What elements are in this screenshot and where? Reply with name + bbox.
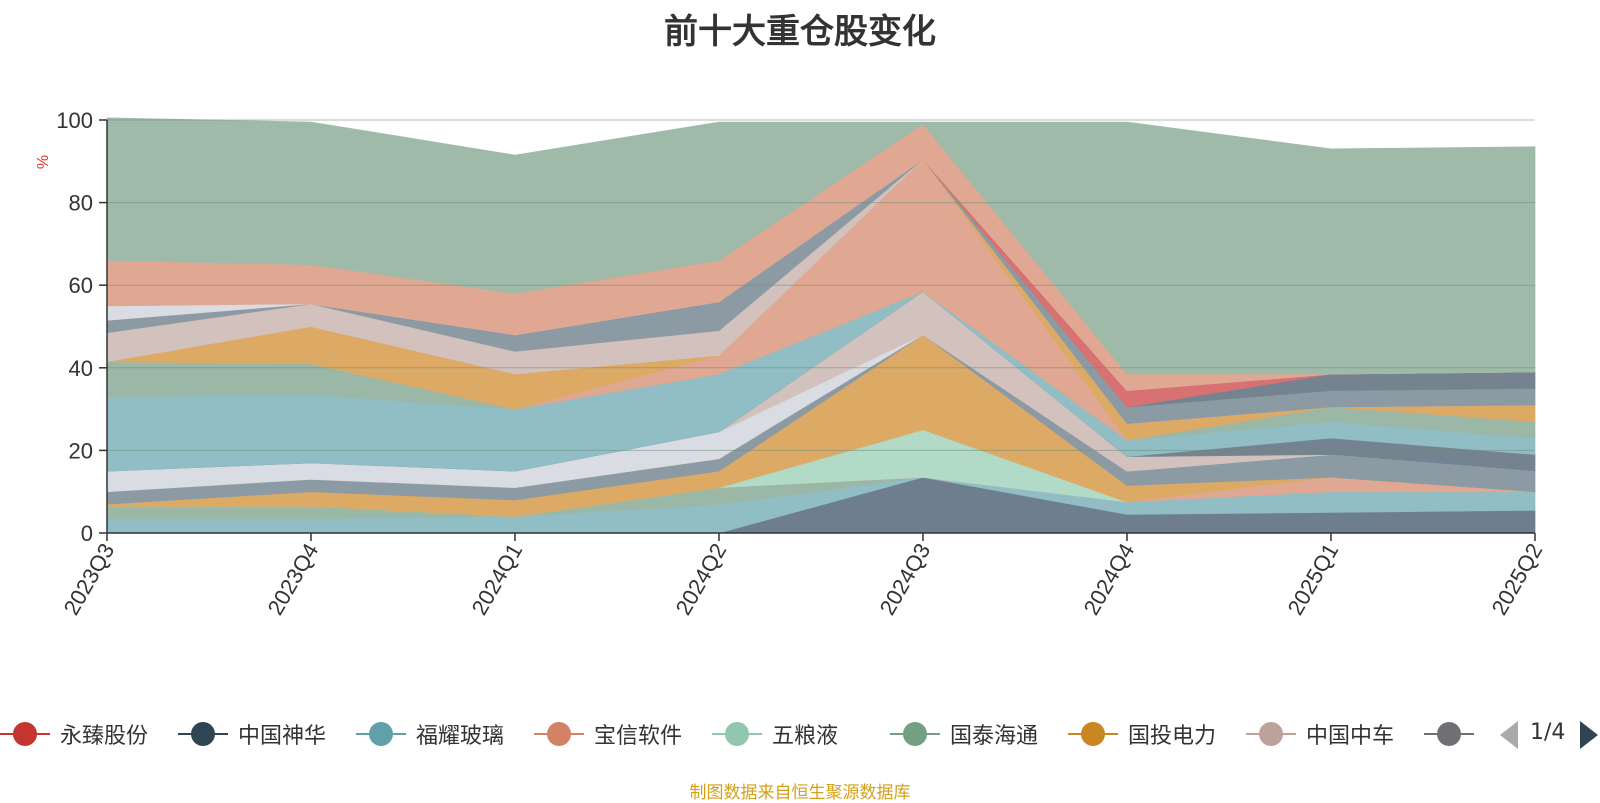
area-series-group [106,117,1536,534]
y-axis-label: % [35,155,52,169]
legend-item[interactable]: 宝信软件 [534,716,682,752]
legend-item[interactable]: 福耀玻璃 [356,716,504,752]
x-tick-label: 2025Q1 [1283,539,1344,619]
legend-item[interactable]: 永臻股份 [0,716,148,752]
y-tick-label: 100 [56,108,93,133]
legend-item[interactable]: 中国中车 [1246,716,1394,752]
legend-item[interactable]: 中国神华 [178,716,326,752]
legend-item[interactable]: 国泰海通 [890,716,1038,752]
y-tick-label: 0 [81,521,93,546]
legend-items: 永臻股份 中国神华 福耀玻璃 宝信软件 五粮液 国泰海通 国投电力 中国中车 格力电器 [0,716,1480,752]
legend-item[interactable]: 国投电力 [1068,716,1216,752]
legend-label: 中国神华 [238,724,327,749]
legend-marker-icon [178,716,228,752]
area-layer-21 [106,117,1536,375]
legend-label: 国投电力 [1128,724,1217,749]
legend-page-indicator: 1/4 [1530,720,1566,745]
legend-marker-icon [890,716,940,752]
x-tick-label: 2023Q3 [59,539,120,619]
x-tick-label: 2024Q2 [671,539,732,619]
legend-label: 永臻股份 [60,724,149,749]
legend-marker-icon [534,716,584,752]
legend-item[interactable]: 格力电器 [1424,716,1480,752]
source-note: 制图数据来自恒生聚源数据库 [689,783,911,803]
legend-marker-icon [1424,716,1474,752]
legend-label: 国泰海通 [950,724,1039,749]
grid-lines [107,119,1535,451]
y-tick-label: 80 [69,191,93,216]
legend-marker-icon [356,716,406,752]
legend-label: 福耀玻璃 [416,724,505,749]
x-tick-label: 2023Q4 [263,539,324,619]
legend-marker-icon [1068,716,1118,752]
legend: 永臻股份 中国神华 福耀玻璃 宝信软件 五粮液 国泰海通 国投电力 中国中车 格力电器 1/4 [0,716,1600,752]
x-tick-label: 2025Q2 [1487,539,1548,619]
y-tick-label: 20 [69,438,93,463]
legend-prev-page-icon[interactable] [1500,721,1518,749]
x-tick-label: 2024Q4 [1079,539,1140,619]
y-tick-label: 60 [69,273,93,298]
y-tick-label: 40 [69,356,93,381]
legend-pager: 1/4 [1500,716,1600,752]
legend-label: 宝信软件 [594,724,683,749]
x-tick-label: 2024Q3 [875,539,936,619]
legend-label: 中国中车 [1306,724,1395,749]
legend-label: 五粮液 [772,724,839,749]
legend-marker-icon [1246,716,1296,752]
legend-item[interactable]: 五粮液 [712,716,838,752]
x-tick-label: 2024Q1 [467,539,528,619]
legend-next-page-icon[interactable] [1580,721,1598,749]
legend-marker-icon [712,716,762,752]
legend-marker-icon [0,716,50,752]
chart-title: 前十大重仓股变化 [664,12,936,52]
